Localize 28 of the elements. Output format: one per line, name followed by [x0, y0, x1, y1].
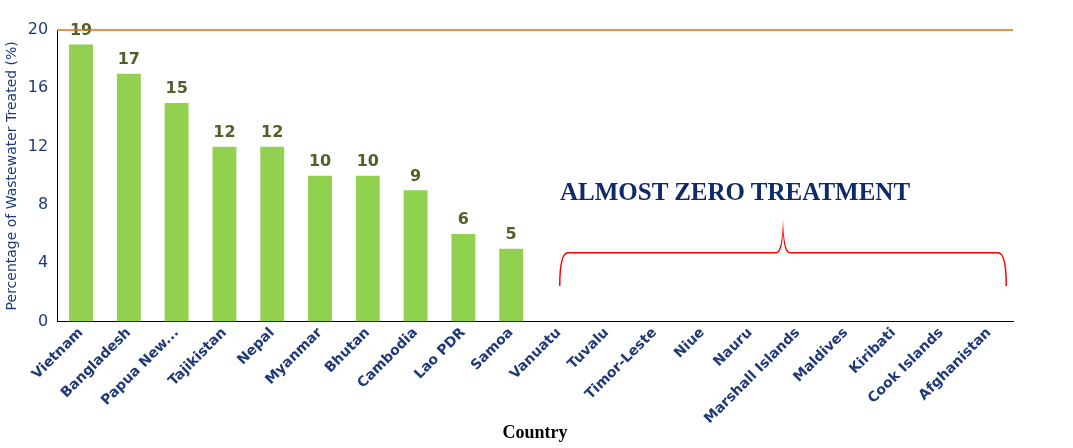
- data-label: 17: [117, 48, 140, 68]
- y-tick-label: 8: [37, 194, 49, 214]
- data-label: 12: [261, 121, 284, 141]
- y-tick-label: 12: [27, 135, 49, 155]
- data-label: 10: [308, 150, 332, 170]
- data-label: 5: [505, 223, 517, 243]
- bar: [69, 44, 93, 322]
- annotation: ALMOST ZERO TREATMENT: [560, 178, 912, 206]
- data-label: 15: [165, 78, 188, 98]
- bar: [116, 73, 141, 322]
- bar: [308, 175, 332, 322]
- bar: [212, 146, 237, 322]
- data-label: 6: [457, 209, 469, 229]
- bar: [451, 234, 476, 322]
- bar: [499, 248, 524, 322]
- y-axis-title: Percentage of Wastewater Treated (%): [3, 41, 20, 311]
- data-label: 10: [356, 150, 379, 170]
- bar: [260, 146, 285, 322]
- bar: [403, 190, 428, 322]
- x-axis-title: Country: [502, 421, 568, 442]
- data-label: 9: [410, 165, 422, 185]
- data-label: 12: [213, 121, 236, 141]
- y-tick-label: 20: [27, 19, 49, 39]
- bar: [164, 102, 189, 322]
- y-tick-label: 16: [27, 77, 49, 97]
- bar: [355, 175, 380, 322]
- y-tick-label: 4: [37, 252, 49, 272]
- y-tick-label: 0: [37, 310, 49, 330]
